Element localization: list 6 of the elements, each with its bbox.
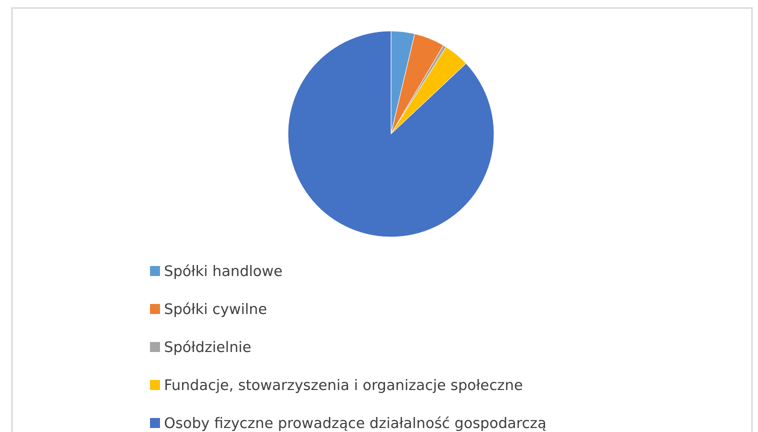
legend-label: Spółdzielnie: [164, 340, 252, 356]
legend-label: Osoby fizyczne prowadzące działalność gospodarczą: [164, 416, 547, 432]
legend-label: Spółki cywilne: [164, 302, 268, 318]
legend-label: Spółki handlowe: [164, 264, 283, 280]
legend-label: Fundacje, stowarzyszenia i organizacje społeczne: [164, 378, 523, 394]
pie-slice: [288, 30, 494, 238]
